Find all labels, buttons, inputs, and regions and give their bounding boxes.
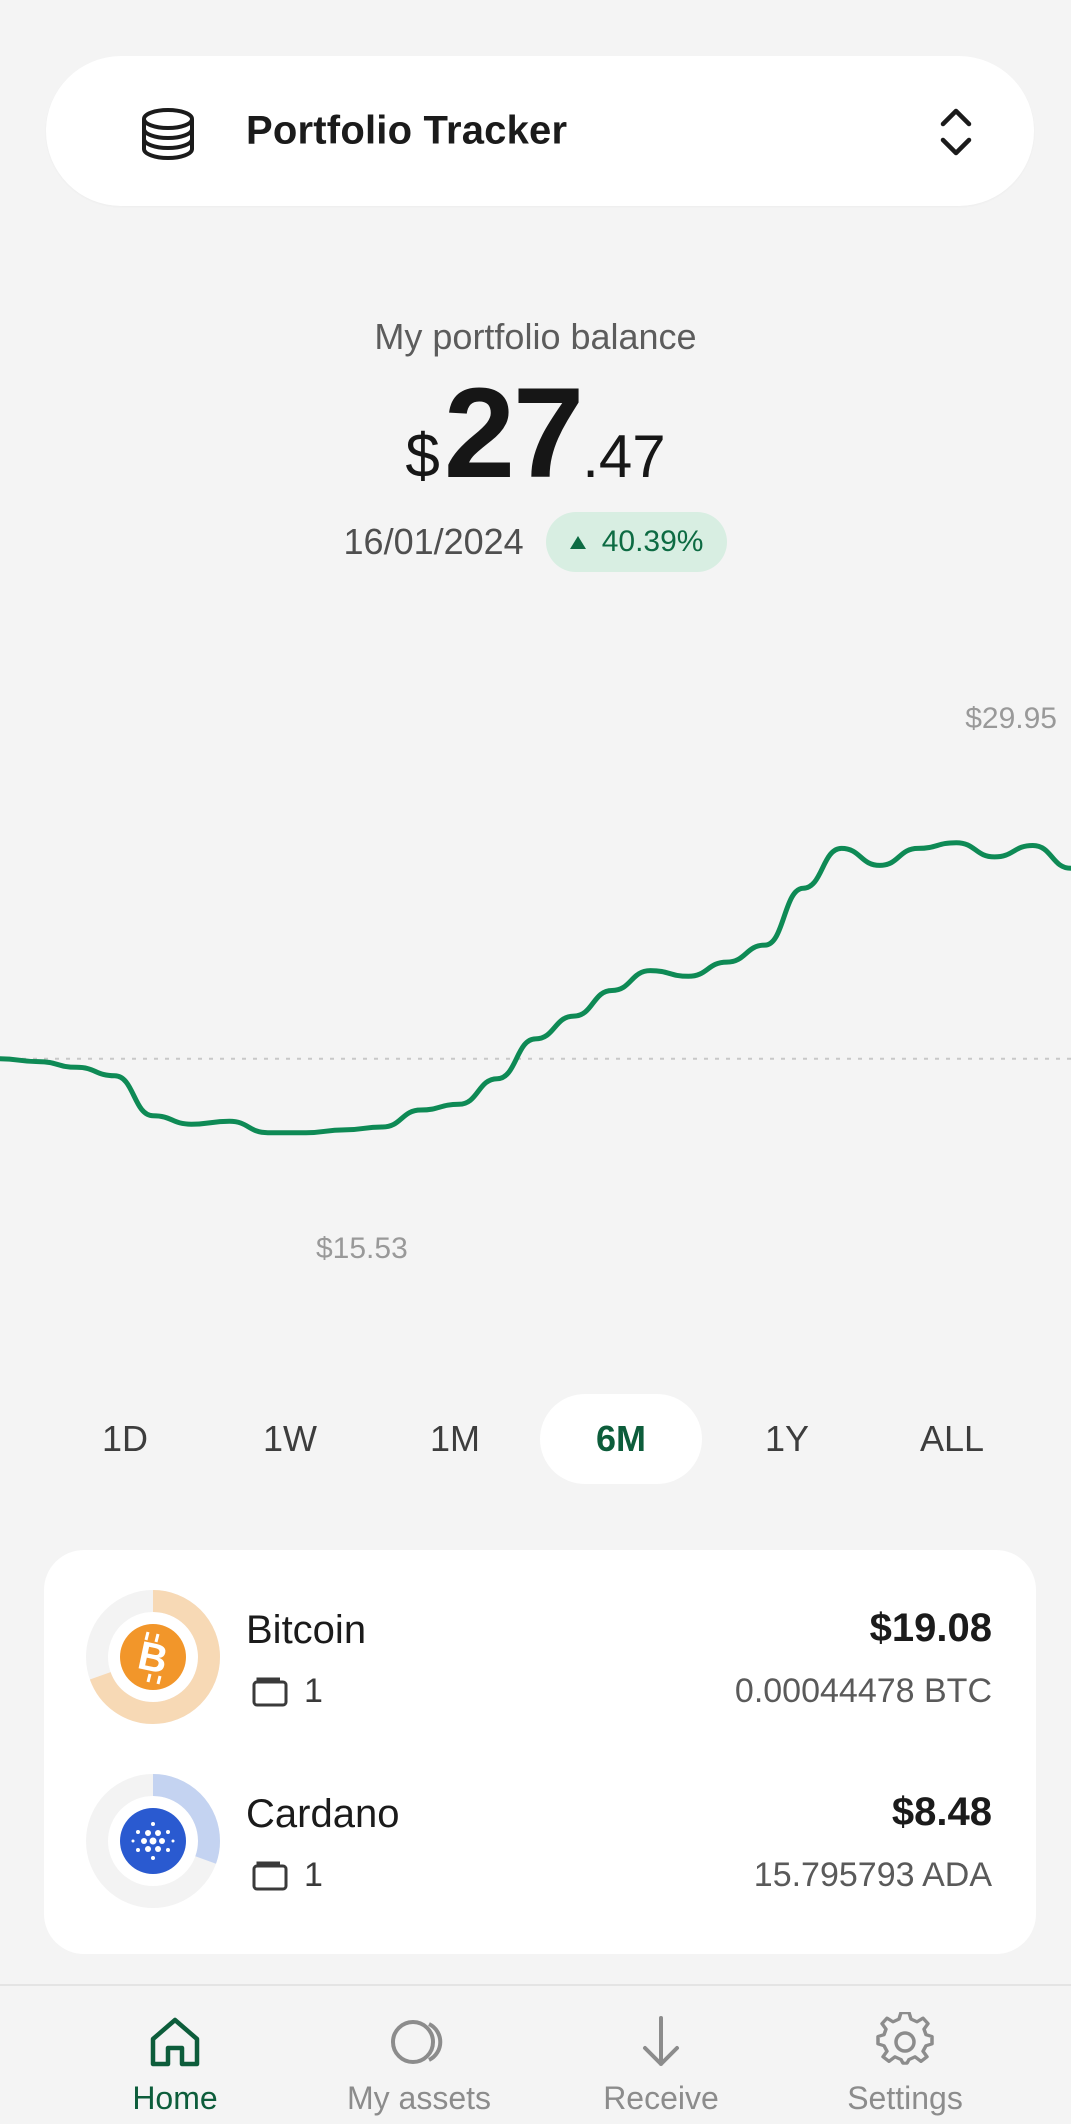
- asset-amount: 0.00044478 BTC: [734, 1672, 992, 1710]
- bitcoin-share-arc: [86, 1590, 220, 1724]
- balance-line: [0, 840, 1071, 1136]
- arrow-down-icon: [643, 2016, 679, 2066]
- wallet-icon: [252, 1861, 288, 1890]
- balance-meta: 16/01/2024 40.39%: [0, 512, 1071, 572]
- asset-value: $8.48: [891, 1790, 992, 1834]
- wallet-count: 1: [252, 1856, 323, 1895]
- balance-currency: $: [405, 422, 440, 491]
- wallet-icon: [252, 1677, 288, 1706]
- balance-label: My portfolio balance: [374, 316, 697, 357]
- assets-icon: [391, 2020, 443, 2064]
- change-percent: 40.39%: [601, 525, 704, 558]
- nav-home[interactable]: Home: [54, 1986, 296, 2124]
- nav-receive[interactable]: Receive: [540, 1986, 782, 2124]
- home-icon: [150, 2017, 200, 2067]
- wallet-count-value: 1: [304, 1856, 323, 1894]
- wallet-count-value: 1: [304, 1672, 323, 1710]
- balance-chart[interactable]: [0, 680, 1071, 1300]
- range-6m[interactable]: 6M: [540, 1394, 702, 1484]
- cardano-allocation-ring: [86, 1774, 220, 1908]
- portfolio-selector[interactable]: Portfolio Tracker: [46, 56, 1034, 206]
- range-1m[interactable]: 1M: [429, 1418, 480, 1459]
- range-1w[interactable]: 1W: [263, 1418, 317, 1459]
- balance-decimal: .47: [582, 423, 666, 490]
- bottom-nav: Home My assets Receive Settings: [0, 1984, 1071, 2124]
- triangle-up-icon: [569, 535, 586, 549]
- cardano-icon: [120, 1808, 186, 1874]
- asset-row-cardano[interactable]: Cardano 1 $8.48 15.795793 ADA: [44, 1734, 1036, 1918]
- portfolio-balance: $ 27 .47: [0, 370, 1071, 498]
- nav-my-assets[interactable]: My assets: [298, 1986, 540, 2124]
- range-1y[interactable]: 1Y: [764, 1418, 810, 1459]
- nav-settings[interactable]: Settings: [784, 1986, 1026, 2124]
- chart-min-label: $15.53: [316, 1232, 408, 1265]
- range-all[interactable]: ALL: [919, 1418, 985, 1459]
- nav-label: Receive: [603, 2080, 719, 2116]
- nav-label: Settings: [847, 2080, 963, 2116]
- bitcoin-icon: B: [120, 1624, 186, 1690]
- database-icon: [142, 108, 194, 161]
- cardano-share-arc: [86, 1774, 220, 1908]
- asset-amount: 15.795793 ADA: [753, 1856, 992, 1894]
- gear-icon: [876, 2012, 934, 2065]
- wallet-count: 1: [252, 1672, 323, 1711]
- balance-integer: 27: [443, 362, 584, 505]
- nav-label: Home: [132, 2080, 218, 2116]
- asset-row-bitcoin[interactable]: B Bitcoin 1 $19.08 0.00044478 BTC: [44, 1550, 1036, 1734]
- change-badge: 40.39%: [545, 512, 728, 572]
- bitcoin-allocation-ring: B: [86, 1590, 220, 1724]
- asset-value: $19.08: [869, 1606, 992, 1650]
- portfolio-title: Portfolio Tracker: [246, 108, 568, 153]
- asset-name: Bitcoin: [246, 1608, 367, 1652]
- chart-max-label: $29.95: [965, 702, 1057, 735]
- chevron-up-down-icon: [940, 108, 972, 156]
- range-1d[interactable]: 1D: [101, 1418, 149, 1459]
- time-range-tabs: 1D 1W 1M 6M 1Y ALL: [0, 1394, 1071, 1484]
- asset-name: Cardano: [246, 1792, 400, 1836]
- balance-date: 16/01/2024: [343, 521, 524, 562]
- nav-label: My assets: [346, 2080, 492, 2116]
- assets-card: B Bitcoin 1 $19.08 0.00044478 BTC: [44, 1550, 1036, 1954]
